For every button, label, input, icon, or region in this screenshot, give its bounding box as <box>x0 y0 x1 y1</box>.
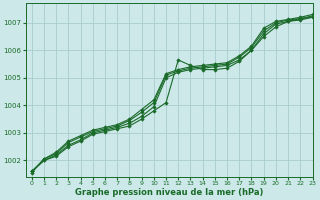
X-axis label: Graphe pression niveau de la mer (hPa): Graphe pression niveau de la mer (hPa) <box>75 188 263 197</box>
